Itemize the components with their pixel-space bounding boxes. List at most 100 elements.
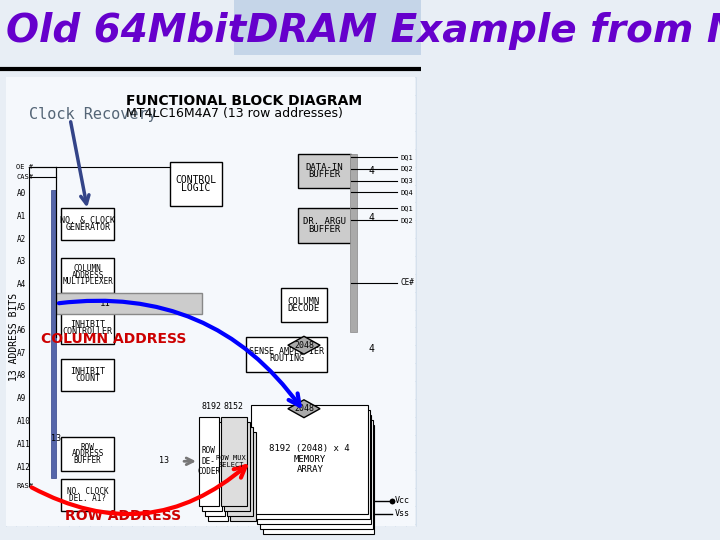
FancyBboxPatch shape <box>257 415 372 524</box>
Text: DR. ARGU: DR. ARGU <box>303 218 346 226</box>
Text: A10: A10 <box>17 417 30 426</box>
FancyBboxPatch shape <box>263 424 374 534</box>
Text: 8192: 8192 <box>202 402 222 411</box>
Text: A4: A4 <box>17 280 26 289</box>
Polygon shape <box>288 336 320 354</box>
FancyBboxPatch shape <box>224 422 250 511</box>
Text: NO. & CLOCK: NO. & CLOCK <box>60 216 115 225</box>
Text: BUFFER: BUFFER <box>308 225 341 234</box>
Text: A6: A6 <box>17 326 26 335</box>
FancyBboxPatch shape <box>298 154 351 188</box>
Text: A8: A8 <box>17 372 26 381</box>
Text: DQ2: DQ2 <box>400 166 413 172</box>
Text: RAS#: RAS# <box>17 483 33 489</box>
FancyBboxPatch shape <box>230 431 256 521</box>
Text: INHIBIT: INHIBIT <box>70 367 105 376</box>
Text: ROW ADDRESS: ROW ADDRESS <box>65 509 181 523</box>
Text: DQ2: DQ2 <box>400 217 413 223</box>
Text: 2048: 2048 <box>294 404 314 413</box>
Text: DQ3: DQ3 <box>400 178 413 184</box>
Text: ROW
DE-
CODER: ROW DE- CODER <box>197 447 220 476</box>
Text: A1: A1 <box>17 212 26 221</box>
FancyBboxPatch shape <box>298 208 351 243</box>
Text: INHIBIT: INHIBIT <box>70 320 105 329</box>
Text: ROUTING: ROUTING <box>269 354 304 363</box>
Text: SENSE AMPLIFIER: SENSE AMPLIFIER <box>249 347 324 356</box>
FancyBboxPatch shape <box>61 258 114 293</box>
FancyBboxPatch shape <box>260 420 373 529</box>
Text: A9: A9 <box>17 394 26 403</box>
Text: 2048: 2048 <box>294 341 314 350</box>
FancyBboxPatch shape <box>61 359 114 391</box>
FancyBboxPatch shape <box>234 0 421 55</box>
Text: NO. CLOCK: NO. CLOCK <box>67 487 109 496</box>
Text: CE#: CE# <box>400 278 414 287</box>
Text: 4: 4 <box>368 344 374 354</box>
Text: 4: 4 <box>368 166 374 176</box>
Text: ROW: ROW <box>81 443 94 452</box>
Text: A2: A2 <box>17 234 26 244</box>
FancyBboxPatch shape <box>227 427 253 516</box>
Text: GENERATOR: GENERATOR <box>66 223 110 232</box>
Text: COLUMN: COLUMN <box>74 265 102 273</box>
FancyBboxPatch shape <box>221 417 247 506</box>
FancyBboxPatch shape <box>6 77 415 526</box>
Text: 13 ADDRESS BITS: 13 ADDRESS BITS <box>9 293 19 381</box>
Text: BUFFER: BUFFER <box>74 456 102 465</box>
Text: ADDRESS: ADDRESS <box>71 449 104 458</box>
Text: 11: 11 <box>100 299 111 308</box>
FancyBboxPatch shape <box>61 208 114 240</box>
Text: 4: 4 <box>368 213 374 223</box>
Text: DECODE: DECODE <box>288 304 320 313</box>
FancyBboxPatch shape <box>251 405 368 514</box>
Text: 8192 (2048) x 4
MEMORY
ARRAY: 8192 (2048) x 4 MEMORY ARRAY <box>269 444 350 474</box>
Text: ADDRESS: ADDRESS <box>71 271 104 280</box>
FancyBboxPatch shape <box>204 427 225 516</box>
FancyBboxPatch shape <box>254 410 370 519</box>
Text: DQ1: DQ1 <box>400 205 413 211</box>
FancyBboxPatch shape <box>56 293 202 314</box>
Text: CONTROL: CONTROL <box>175 175 217 185</box>
Text: DQ1: DQ1 <box>400 154 413 160</box>
Text: 13: 13 <box>158 456 168 465</box>
Text: CAS#: CAS# <box>17 173 33 180</box>
FancyBboxPatch shape <box>61 436 114 471</box>
Text: Clock Recovery: Clock Recovery <box>30 107 157 122</box>
Text: A5: A5 <box>17 303 26 312</box>
Text: A12: A12 <box>17 463 30 472</box>
Text: A7: A7 <box>17 349 26 357</box>
Text: COLUMN: COLUMN <box>288 297 320 306</box>
Text: DQ4: DQ4 <box>400 190 413 195</box>
Text: BUFFER: BUFFER <box>308 170 341 179</box>
Text: Vss: Vss <box>395 509 410 518</box>
Text: 8152: 8152 <box>224 402 244 411</box>
Text: CONTROLLER: CONTROLLER <box>63 327 113 336</box>
FancyBboxPatch shape <box>207 431 228 521</box>
Text: COLUMN ADDRESS: COLUMN ADDRESS <box>41 332 186 346</box>
Text: MULTIPLEXER: MULTIPLEXER <box>62 277 113 286</box>
FancyBboxPatch shape <box>169 161 222 206</box>
FancyBboxPatch shape <box>61 479 114 511</box>
Text: FUNCTIONAL BLOCK DIAGRAM: FUNCTIONAL BLOCK DIAGRAM <box>126 94 362 108</box>
FancyBboxPatch shape <box>51 191 56 478</box>
Text: A3: A3 <box>17 258 26 266</box>
Text: A0: A0 <box>17 189 26 198</box>
Polygon shape <box>288 400 320 417</box>
Text: COUNT: COUNT <box>75 374 100 383</box>
Text: A11: A11 <box>17 440 30 449</box>
Text: Old 64MbitDRAM Example from Micron: Old 64MbitDRAM Example from Micron <box>6 11 720 50</box>
FancyBboxPatch shape <box>350 154 356 332</box>
FancyBboxPatch shape <box>61 313 114 344</box>
Text: LOGIC: LOGIC <box>181 183 210 193</box>
FancyBboxPatch shape <box>281 288 328 322</box>
FancyBboxPatch shape <box>199 417 219 506</box>
Text: 13: 13 <box>51 434 61 443</box>
Text: Vcc: Vcc <box>395 496 410 505</box>
Text: DEL. A1?: DEL. A1? <box>69 494 106 503</box>
Text: ROW MUX
SELECT: ROW MUX SELECT <box>216 455 246 468</box>
Text: MT4LC16M4A7 (13 row addresses): MT4LC16M4A7 (13 row addresses) <box>126 107 343 120</box>
FancyBboxPatch shape <box>246 338 328 372</box>
Text: OE #: OE # <box>17 164 33 170</box>
Text: DATA-IN: DATA-IN <box>305 163 343 172</box>
FancyBboxPatch shape <box>202 422 222 511</box>
